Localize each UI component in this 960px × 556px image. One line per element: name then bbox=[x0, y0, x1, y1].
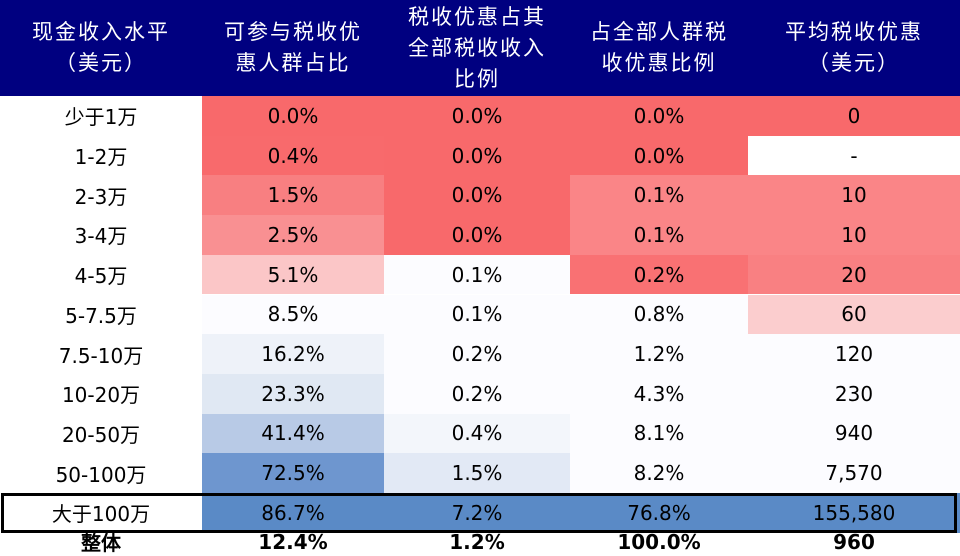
row-label: 4-5万 bbox=[74, 264, 128, 289]
data-cell: 0.0% bbox=[570, 135, 748, 176]
row-label: 20-50万 bbox=[61, 422, 141, 447]
total-cell: 12.4% bbox=[258, 529, 328, 554]
data-cell: 23.3% bbox=[202, 373, 384, 414]
data-cell: 230 bbox=[748, 373, 960, 414]
total-cell: 100.0% bbox=[617, 529, 701, 554]
data-cell: 0.1% bbox=[570, 175, 748, 216]
data-cell: 7,570 bbox=[748, 453, 960, 493]
total-cell: 1.2% bbox=[449, 529, 505, 554]
data-cell: - bbox=[748, 135, 960, 176]
row-label: 少于1万 bbox=[64, 105, 138, 130]
data-cell: 8.2% bbox=[570, 453, 748, 493]
total-label: 整体 bbox=[81, 531, 121, 556]
data-cell: 0.1% bbox=[570, 215, 748, 255]
header-avg-benefit: 平均税收优惠 （美元） bbox=[748, 0, 960, 96]
data-cell: 0.0% bbox=[570, 96, 748, 136]
row-label: 3-4万 bbox=[74, 224, 128, 249]
data-cell: 5.1% bbox=[202, 254, 384, 295]
total-cell: 960 bbox=[833, 529, 875, 554]
data-cell: 76.8% bbox=[570, 493, 748, 533]
data-cell: 940 bbox=[748, 413, 960, 454]
data-cell: 0.2% bbox=[570, 254, 748, 295]
data-cell: 4.3% bbox=[570, 373, 748, 414]
row-label: 1-2万 bbox=[74, 145, 128, 170]
data-cell: 20 bbox=[748, 254, 960, 295]
data-cell: 0.0% bbox=[384, 215, 570, 255]
data-cell: 0.0% bbox=[384, 175, 570, 216]
data-cell: 0.1% bbox=[384, 294, 570, 335]
row-label: 7.5-10万 bbox=[58, 343, 144, 368]
data-cell: 1.2% bbox=[570, 334, 748, 374]
row-label: 大于100万 bbox=[51, 502, 151, 527]
data-cell: 0.4% bbox=[384, 413, 570, 454]
data-cell: 10 bbox=[748, 215, 960, 255]
row-label: 2-3万 bbox=[74, 184, 128, 209]
data-cell: 0.0% bbox=[384, 135, 570, 176]
data-cell: 8.5% bbox=[202, 294, 384, 335]
data-cell: 60 bbox=[748, 294, 960, 335]
data-cell: 155,580 bbox=[748, 493, 960, 533]
data-cell: 1.5% bbox=[384, 453, 570, 493]
data-cell: 0.0% bbox=[202, 96, 384, 136]
header-benefit-share-of-tax: 税收优惠占其 全部税收收入 比例 bbox=[384, 0, 570, 96]
row-label: 10-20万 bbox=[61, 383, 141, 408]
data-cell: 2.5% bbox=[202, 215, 384, 255]
data-cell: 0.1% bbox=[384, 254, 570, 295]
data-cell: 41.4% bbox=[202, 413, 384, 454]
data-cell: 0.0% bbox=[384, 96, 570, 136]
row-label: 5-7.5万 bbox=[65, 303, 137, 328]
header-share-of-all-benefits: 占全部人群税 收优惠比例 bbox=[570, 0, 748, 96]
data-cell: 0.2% bbox=[384, 373, 570, 414]
data-cell: 0.8% bbox=[570, 294, 748, 335]
header-eligible-share: 可参与税收优 惠人群占比 bbox=[202, 0, 384, 96]
data-cell: 0 bbox=[748, 96, 960, 136]
data-cell: 0.2% bbox=[384, 334, 570, 374]
data-cell: 7.2% bbox=[384, 493, 570, 533]
data-cell: 1.5% bbox=[202, 175, 384, 216]
row-label: 50-100万 bbox=[55, 462, 147, 487]
data-cell: 8.1% bbox=[570, 413, 748, 454]
data-cell: 120 bbox=[748, 334, 960, 374]
data-cell: 16.2% bbox=[202, 334, 384, 374]
data-cell: 0.4% bbox=[202, 135, 384, 176]
data-cell: 86.7% bbox=[202, 493, 384, 533]
data-cell: 10 bbox=[748, 175, 960, 216]
data-cell: 72.5% bbox=[202, 453, 384, 493]
header-income-level: 现金收入水平 （美元） bbox=[0, 0, 202, 96]
